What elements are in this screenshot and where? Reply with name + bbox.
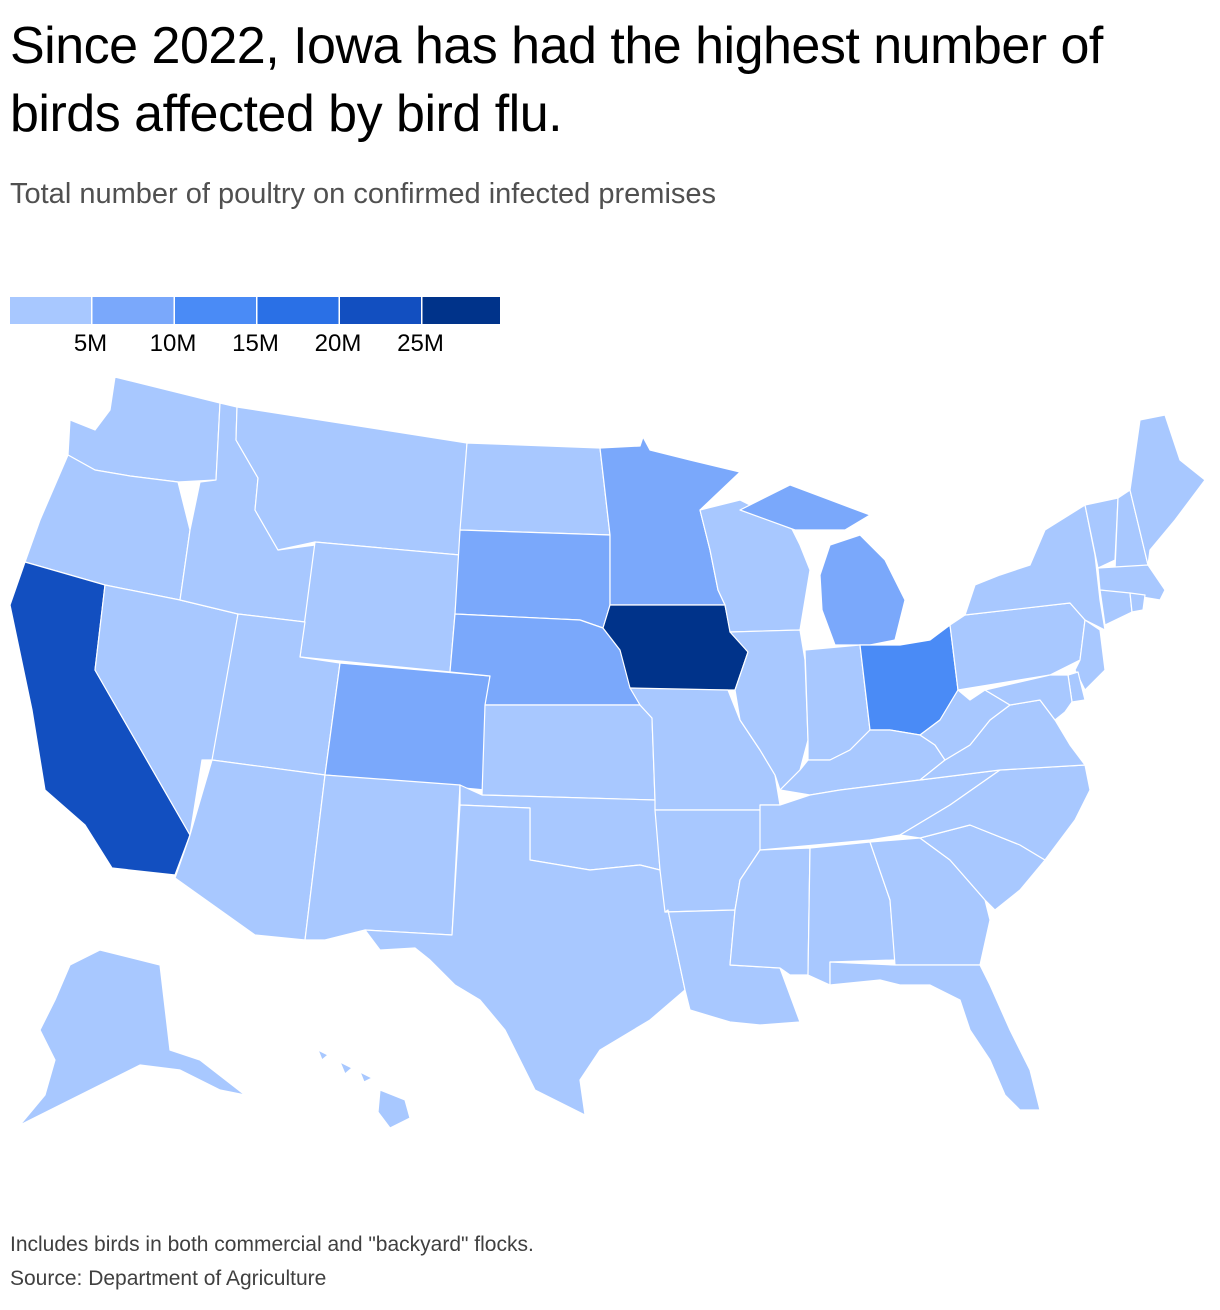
footnote: Includes birds in both commercial and "b… [10, 1233, 534, 1256]
chart-title: Since 2022, Iowa has had the highest num… [10, 17, 1103, 143]
choropleth-svg [9, 376, 1206, 1129]
state-kansas [481, 704, 656, 801]
state-alaska [19, 949, 246, 1126]
state-new-jersey [1074, 619, 1106, 691]
state-florida [829, 961, 1041, 1111]
chart-subtitle: Total number of poultry on confirmed inf… [10, 178, 717, 210]
us-states-map [0, 370, 1220, 1140]
state-hawaii [317, 1049, 411, 1129]
state-michigan [739, 484, 906, 646]
legend-swatch [422, 297, 500, 324]
state-illinois [729, 629, 809, 791]
state-washington [67, 376, 221, 483]
state-north-carolina [899, 764, 1091, 861]
color-legend: 5M 10M 15M 20M 25M [10, 297, 500, 367]
state-maryland [984, 674, 1073, 721]
legend-tick-label: 20M [315, 330, 362, 357]
legend-swatch [175, 297, 256, 324]
state-mississippi [729, 847, 811, 976]
state-new-mexico [304, 774, 461, 941]
state-maine [1129, 414, 1206, 566]
state-colorado [324, 662, 491, 791]
legend-swatch [257, 297, 339, 324]
legend-swatch [340, 297, 421, 324]
legend-scale: 5M 10M 15M 20M 25M [10, 297, 500, 357]
legend-swatch [92, 297, 174, 324]
state-south-dakota [454, 529, 611, 629]
legend-tick-label: 15M [232, 330, 279, 357]
legend-tick-label: 5M [74, 330, 107, 357]
legend-swatch [10, 297, 91, 324]
state-wyoming [299, 541, 461, 673]
state-texas [364, 804, 686, 1116]
legend-tick-label: 10M [150, 330, 197, 357]
state-rhode-island [1129, 592, 1146, 613]
source-credit: Source: Department of Agriculture [10, 1267, 327, 1290]
legend-tick-label: 25M [397, 330, 444, 357]
state-connecticut [1099, 589, 1133, 626]
state-montana [235, 406, 468, 556]
state-north-dakota [459, 442, 611, 536]
